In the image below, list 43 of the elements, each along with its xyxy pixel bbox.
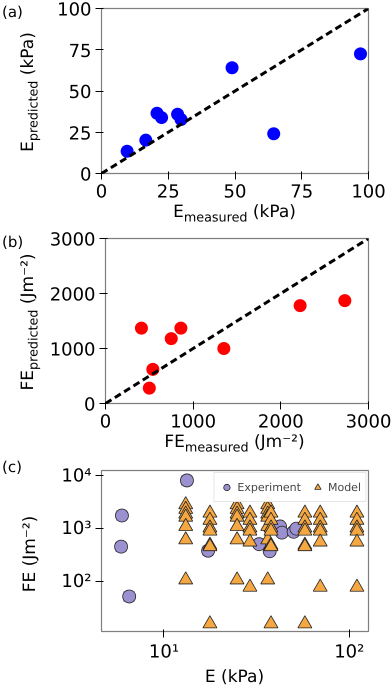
point [174,322,188,335]
y-tick-label: 0 [84,394,96,416]
point [354,47,367,60]
point [226,61,239,74]
text: (a) [2,2,23,23]
x-tick-label: 50 [224,182,246,202]
x-tick-label: 0 [100,412,112,432]
point [267,127,280,140]
point [134,322,148,335]
x-tick-label: 2000 [258,412,304,432]
x-tick-label: 25 [156,182,180,202]
y-tick-label: 100 [57,0,92,20]
point [120,144,134,158]
legend-label: Experiment [237,480,301,494]
point [139,134,152,147]
y-tick-label: 2000 [50,284,96,306]
y-tick-label: 10⁴ [61,465,92,486]
x-tick-label: 10¹ [148,642,180,662]
y-tick-label: 25 [68,123,92,144]
y-tick-label: 0 [80,164,92,186]
y-tick-label: 10² [61,570,92,592]
text: (b) [2,232,24,253]
x-axis-title: FE$_{measured}$ (Jm⁻²) [164,432,305,456]
y-tick-label: 3000 [50,230,96,250]
x-tick-label: 75 [290,182,314,202]
x-axis-title: E (kPa) [204,666,264,685]
point [155,111,168,124]
y-tick-label: 50 [68,82,92,103]
y-tick-label: 75 [68,40,92,62]
point [338,294,352,308]
y-axis-title: FE (Jm⁻²) [18,516,41,592]
point [294,299,307,312]
point [164,332,178,346]
legend-label: Model [328,480,361,494]
x-axis-title: E$_{measured}$ (kPa) [173,202,296,226]
x-tick-label: 100 [351,182,386,202]
y-tick-label: 1000 [50,340,96,360]
text: (c) [2,457,22,478]
x-tick-label: 3000 [346,412,392,432]
point [142,382,156,395]
y-tick-label: 10³ [61,518,92,540]
point [217,342,230,355]
x-tick-label: 1000 [170,412,216,432]
